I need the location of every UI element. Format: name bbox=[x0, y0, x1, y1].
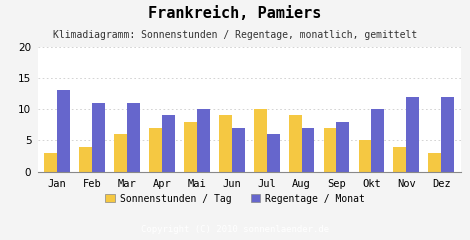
Bar bbox=[219, 115, 232, 172]
Bar bbox=[323, 128, 337, 172]
Bar bbox=[289, 115, 302, 172]
Legend: Sonnenstunden / Tag, Regentage / Monat: Sonnenstunden / Tag, Regentage / Monat bbox=[101, 190, 369, 208]
Bar bbox=[393, 147, 407, 172]
Bar bbox=[149, 128, 162, 172]
Bar bbox=[162, 115, 175, 172]
Bar bbox=[92, 103, 105, 172]
Bar bbox=[127, 103, 140, 172]
Bar bbox=[359, 140, 371, 172]
Bar bbox=[57, 90, 70, 172]
Bar bbox=[407, 97, 419, 172]
Bar bbox=[196, 109, 210, 172]
Bar bbox=[266, 134, 280, 172]
Text: Copyright (C) 2010 sonnenlaender.de: Copyright (C) 2010 sonnenlaender.de bbox=[141, 225, 329, 234]
Bar bbox=[79, 147, 92, 172]
Bar bbox=[337, 122, 349, 172]
Bar bbox=[232, 128, 244, 172]
Bar bbox=[441, 97, 454, 172]
Bar bbox=[44, 153, 57, 172]
Bar bbox=[184, 122, 196, 172]
Bar bbox=[254, 109, 266, 172]
Bar bbox=[429, 153, 441, 172]
Text: Klimadiagramm: Sonnenstunden / Regentage, monatlich, gemittelt: Klimadiagramm: Sonnenstunden / Regentage… bbox=[53, 30, 417, 40]
Bar bbox=[114, 134, 127, 172]
Text: Frankreich, Pamiers: Frankreich, Pamiers bbox=[149, 6, 321, 21]
Bar bbox=[302, 128, 314, 172]
Bar bbox=[371, 109, 384, 172]
